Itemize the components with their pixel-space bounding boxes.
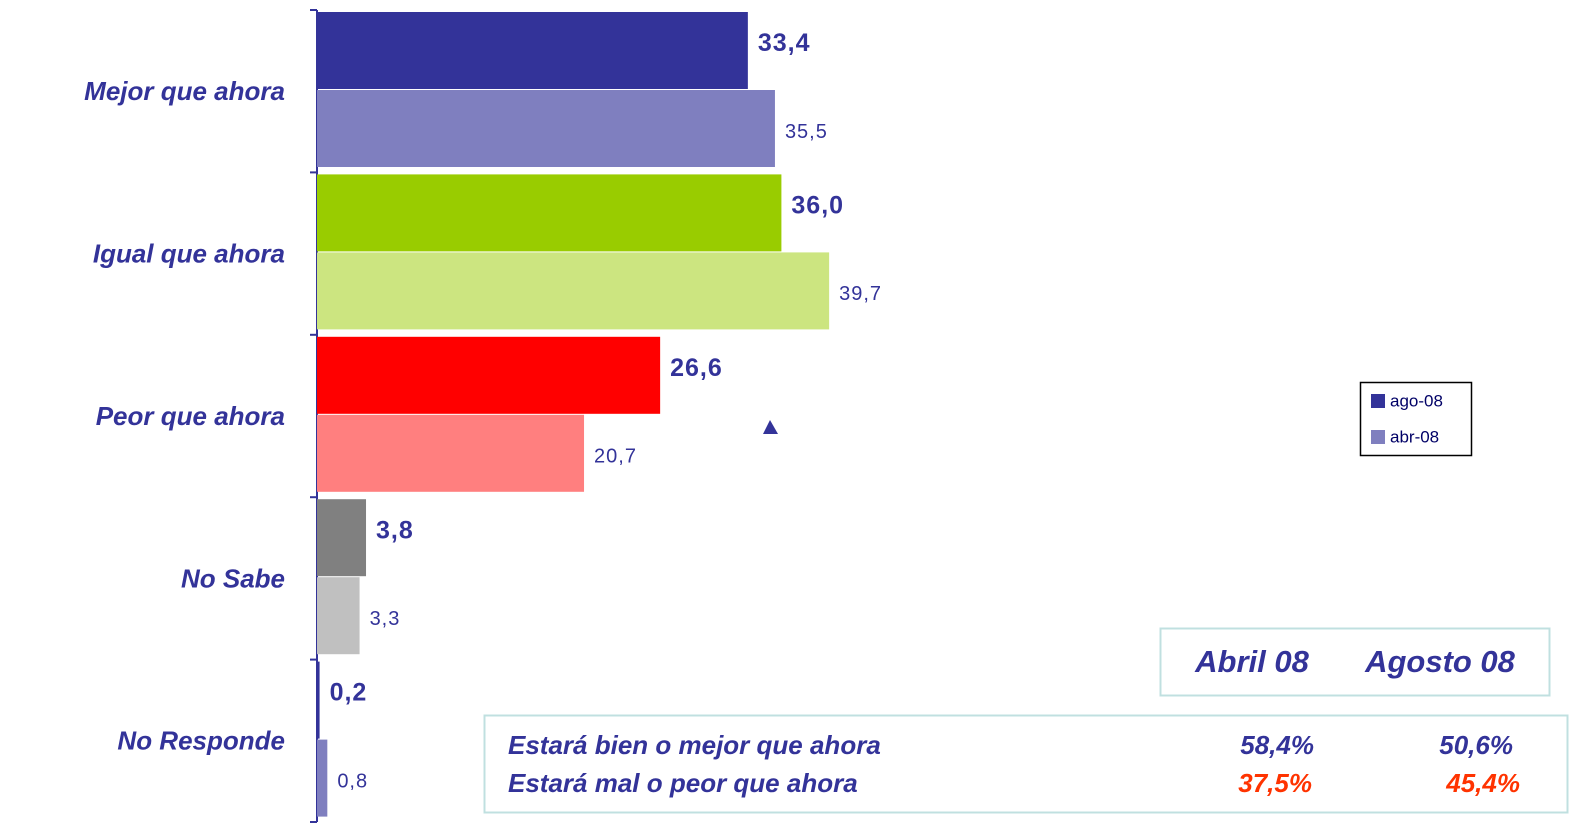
- legend-swatch: [1371, 394, 1385, 408]
- bar: [317, 336, 661, 414]
- value-label: 0,8: [337, 770, 368, 792]
- value-label: 3,3: [370, 608, 401, 630]
- category-label: No Sabe: [181, 563, 285, 593]
- bar: [317, 661, 320, 739]
- category-label: Peor que ahora: [96, 401, 285, 431]
- table-header: Agosto 08: [1364, 644, 1516, 679]
- value-label: 0,2: [330, 679, 368, 707]
- bar: [317, 739, 328, 817]
- table-cell: 50,6%: [1439, 730, 1513, 760]
- bar: [317, 414, 585, 492]
- category-label: Igual que ahora: [93, 238, 285, 268]
- bar: [317, 252, 830, 330]
- bar: [317, 12, 748, 89]
- value-label: 33,4: [758, 29, 811, 57]
- bar: [317, 499, 367, 577]
- table-cell: 58,4%: [1240, 730, 1314, 760]
- value-label: 20,7: [594, 446, 637, 468]
- table-body-box: [483, 714, 1569, 814]
- category-label: No Responde: [117, 726, 285, 756]
- marker: [763, 420, 778, 434]
- table-header: Abril 08: [1194, 644, 1309, 679]
- legend-label: ago-08: [1390, 391, 1443, 410]
- bar: [317, 90, 775, 167]
- value-label: 26,6: [670, 354, 723, 382]
- value-label: 3,8: [376, 516, 414, 544]
- table-cell: 37,5%: [1238, 768, 1312, 798]
- legend-label: abr-08: [1390, 427, 1439, 446]
- value-label: 36,0: [791, 192, 844, 220]
- legend-swatch: [1371, 430, 1385, 444]
- bar: [317, 174, 782, 252]
- value-label: 35,5: [785, 121, 828, 143]
- bar: [317, 577, 360, 655]
- table-header-box: [1159, 627, 1551, 697]
- category-label: Mejor que ahora: [84, 76, 285, 106]
- table-cell: Estará bien o mejor que ahora: [508, 730, 881, 760]
- table-cell: 45,4%: [1445, 768, 1520, 798]
- value-label: 39,7: [839, 283, 882, 305]
- table-cell: Estará mal o peor que ahora: [508, 768, 858, 798]
